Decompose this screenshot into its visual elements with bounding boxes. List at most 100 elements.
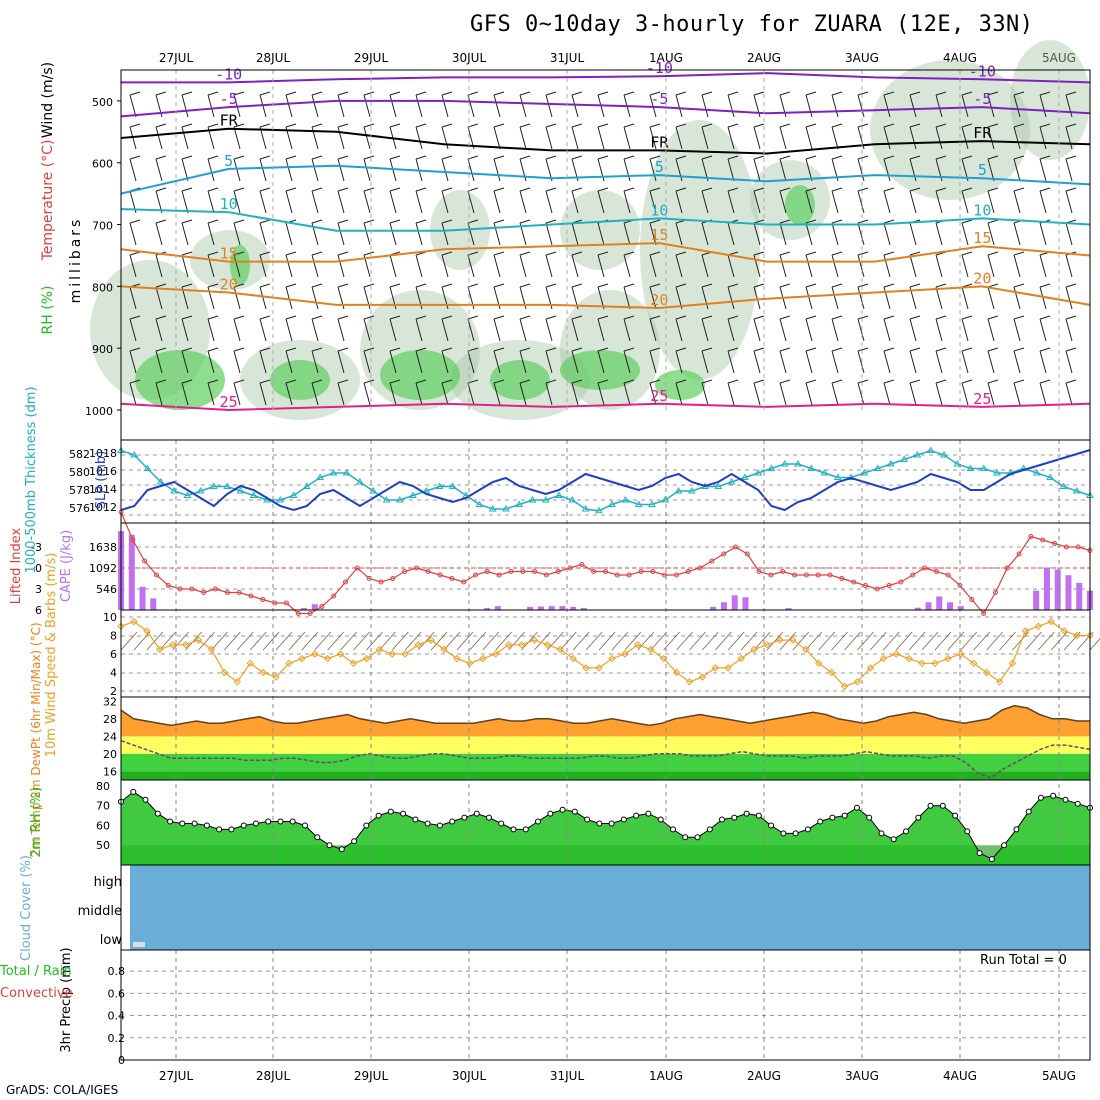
wind-barb bbox=[1065, 286, 1073, 310]
rh-point bbox=[412, 816, 419, 823]
wind-barb bbox=[753, 158, 761, 182]
cape-bar bbox=[139, 586, 146, 610]
wind-barb-flag bbox=[857, 283, 869, 288]
wind-speed-point bbox=[595, 664, 603, 672]
wind-speed-point bbox=[1021, 627, 1030, 635]
wind-barb bbox=[259, 254, 267, 278]
wind-barb bbox=[857, 382, 865, 406]
wind-speed-point bbox=[879, 654, 888, 663]
wind-barb bbox=[805, 222, 813, 246]
rh-moist-region bbox=[135, 350, 225, 410]
wind-barb-flag bbox=[415, 187, 427, 192]
lifted-index-point bbox=[744, 551, 750, 557]
wind-speed-point bbox=[827, 668, 836, 677]
wind-barb-flag bbox=[233, 379, 245, 384]
lifted-index-point bbox=[685, 569, 691, 574]
wind-barb bbox=[259, 286, 267, 310]
wind-barb bbox=[727, 222, 735, 246]
wind-barb bbox=[441, 350, 449, 374]
thickness-point bbox=[1046, 473, 1055, 480]
wind-barb-flag bbox=[779, 347, 791, 352]
rh-point bbox=[461, 814, 468, 821]
wind-speed-point bbox=[375, 645, 384, 654]
temp-band-mild bbox=[121, 736, 1090, 754]
wind-barb bbox=[363, 382, 371, 406]
wind-10m-barb bbox=[792, 631, 810, 651]
cloud-ylabel: Cloud Cover (%) bbox=[19, 855, 34, 961]
wind-barb-flag bbox=[545, 347, 557, 352]
thickness-point bbox=[847, 473, 855, 480]
cape-ylabel: CAPE (J/kg) bbox=[59, 530, 74, 602]
wind-barb bbox=[701, 190, 709, 214]
wind-barb bbox=[883, 254, 891, 278]
isotherm-label: 25 bbox=[650, 387, 668, 405]
wind-10m-barb bbox=[753, 631, 771, 651]
wind-10m-barb bbox=[805, 631, 823, 651]
lifted-index-point bbox=[910, 572, 916, 578]
wind-barb-flag bbox=[935, 283, 947, 288]
wind-barb-flag bbox=[831, 379, 843, 384]
wind-barb bbox=[961, 286, 969, 310]
wind-barb bbox=[675, 350, 683, 374]
wind-barb bbox=[1013, 350, 1021, 374]
wind-barb bbox=[701, 126, 709, 150]
temp-tick-label: 20 bbox=[103, 748, 117, 761]
wind-speed-point bbox=[556, 645, 565, 654]
wind-barb bbox=[259, 382, 267, 406]
thickness-point bbox=[727, 478, 736, 485]
wind-10m-barb bbox=[404, 631, 422, 651]
rh-point bbox=[535, 818, 541, 825]
rh-tick-label: 60 bbox=[96, 819, 110, 832]
date-label-top: 29JUL bbox=[354, 51, 389, 65]
lifted-index-point bbox=[449, 576, 455, 581]
lifted-index-point bbox=[177, 586, 183, 592]
wind-speed-point bbox=[1047, 617, 1055, 626]
wind-barb-flag bbox=[233, 251, 245, 256]
rh-point bbox=[792, 830, 799, 837]
wind-barb-flag bbox=[233, 187, 245, 192]
rh-point bbox=[866, 814, 873, 821]
wind-barb-flag bbox=[571, 315, 583, 320]
rh-point bbox=[1037, 794, 1044, 801]
wind-barb-flag bbox=[831, 283, 843, 288]
rh-point bbox=[142, 796, 149, 803]
thickness-point bbox=[608, 500, 616, 507]
thickness-point bbox=[687, 487, 696, 494]
wind-barb-flag bbox=[935, 123, 947, 128]
wind-barb bbox=[1013, 382, 1021, 406]
wind-barb-flag bbox=[285, 251, 297, 256]
date-label-top: 5AUG bbox=[1042, 51, 1076, 65]
rh-point bbox=[988, 856, 995, 863]
rh-point bbox=[952, 812, 959, 819]
wind-barb bbox=[389, 382, 397, 406]
wind-barb-flag bbox=[337, 91, 349, 96]
wind-barb-flag bbox=[1013, 251, 1025, 256]
rh-point bbox=[804, 826, 811, 833]
lifted-index-point bbox=[425, 569, 431, 574]
wind-barb-flag bbox=[415, 155, 427, 160]
wind-barb bbox=[727, 318, 735, 342]
wind-barb-flag bbox=[1039, 187, 1051, 192]
wind-barb-flag bbox=[233, 155, 245, 160]
wind-10m-barb bbox=[198, 631, 215, 651]
wind-barb-flag bbox=[207, 347, 219, 352]
wind-barb bbox=[207, 286, 215, 310]
wind-10m-barb bbox=[314, 631, 332, 651]
upper-ylabel-part: RH (%) bbox=[40, 286, 56, 335]
wind-barb-flag bbox=[129, 155, 141, 160]
rh-point bbox=[191, 820, 198, 827]
wind-ylabel: 10m Wind Speed & Barbs (m/s) bbox=[44, 553, 59, 758]
wind-10m-barb bbox=[676, 631, 693, 651]
wind-barb-flag bbox=[181, 251, 193, 256]
isotherm-label: FR bbox=[973, 124, 992, 142]
wind-barb-flag bbox=[285, 123, 297, 128]
wind-barb bbox=[857, 222, 865, 246]
date-label-top: 30JUL bbox=[452, 51, 487, 65]
wind-barb-flag bbox=[675, 123, 687, 128]
wind-barb bbox=[337, 350, 345, 374]
wind-speed-point bbox=[233, 678, 242, 686]
wind-barb-flag bbox=[987, 219, 999, 224]
wind-barb-flag bbox=[467, 379, 479, 384]
wind-barb-flag bbox=[883, 347, 895, 352]
wind-barb bbox=[701, 382, 709, 406]
